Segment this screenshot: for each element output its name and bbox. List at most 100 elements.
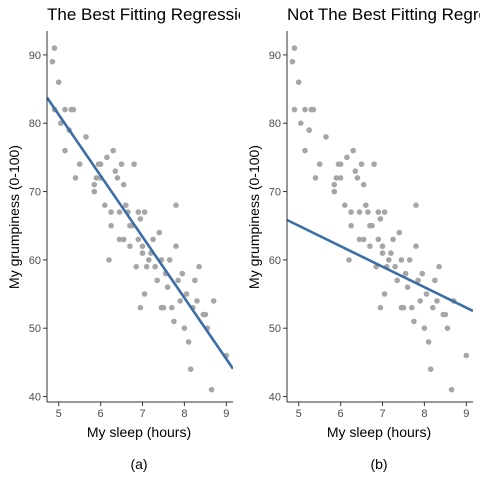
data-point [177, 298, 183, 304]
data-point [154, 278, 160, 284]
data-point [296, 79, 302, 85]
data-point [142, 291, 148, 297]
data-point [92, 182, 98, 188]
data-point [209, 387, 215, 393]
data-point [323, 134, 329, 140]
data-point [338, 175, 344, 181]
data-point [369, 223, 375, 229]
data-point [119, 161, 125, 167]
data-point [338, 161, 344, 167]
data-point [302, 107, 308, 113]
data-point [378, 305, 384, 311]
data-point [123, 202, 129, 208]
data-point [188, 366, 194, 372]
data-point [367, 243, 373, 249]
data-point [430, 305, 436, 311]
data-point [436, 264, 442, 270]
data-point [346, 257, 352, 263]
data-point [292, 45, 298, 51]
regression-line [47, 98, 233, 369]
data-point [140, 250, 146, 256]
data-point [56, 79, 62, 85]
data-point [157, 230, 163, 236]
data-point [348, 209, 354, 215]
data-point [136, 209, 142, 215]
data-point [298, 120, 304, 126]
data-point [194, 298, 200, 304]
data-point [424, 291, 430, 297]
data-point [144, 264, 150, 270]
panel-b: Not The Best Fitting Regression Line 5 6 7… [246, 5, 480, 472]
data-point [196, 264, 202, 270]
x-tick-label: 8 [421, 408, 427, 420]
data-point [62, 148, 68, 154]
data-point [52, 45, 58, 51]
panel-a-title: The Best Fitting Regression Line [47, 5, 294, 24]
data-point [432, 278, 438, 284]
data-point [426, 339, 432, 345]
data-point [182, 325, 188, 331]
data-point [175, 278, 181, 284]
data-point [292, 107, 298, 113]
data-point [386, 257, 392, 263]
data-point [92, 189, 98, 195]
data-point [355, 175, 361, 181]
data-point [110, 148, 116, 154]
data-point [121, 237, 127, 243]
data-point [363, 202, 369, 208]
data-point [332, 182, 338, 188]
data-point [382, 291, 388, 297]
data-point [152, 264, 158, 270]
y-tick-label: 70 [269, 187, 281, 199]
data-point [350, 148, 356, 154]
data-point [388, 250, 394, 256]
data-point [127, 243, 133, 249]
data-point [380, 250, 386, 256]
data-point [306, 127, 312, 133]
data-point [62, 107, 68, 113]
data-point [302, 148, 308, 154]
data-point [133, 264, 139, 270]
y-tick-label: 40 [29, 392, 41, 404]
data-point [378, 216, 384, 222]
data-point [117, 209, 123, 215]
data-point [138, 216, 144, 222]
data-point [140, 243, 146, 249]
data-point [401, 305, 407, 311]
data-point [380, 243, 386, 249]
data-point [161, 305, 167, 311]
data-point [348, 223, 354, 229]
data-point [403, 271, 409, 277]
data-point [173, 202, 179, 208]
panel-b-x-axis-label: My sleep (hours) [327, 424, 431, 440]
x-tick-label: 9 [223, 408, 229, 420]
data-point [422, 325, 428, 331]
panel-a-caption: (a) [130, 456, 147, 472]
data-point [169, 305, 175, 311]
data-point [83, 134, 89, 140]
y-tick-label: 60 [269, 255, 281, 267]
data-point [150, 237, 156, 243]
data-point [77, 161, 83, 167]
data-point [203, 312, 209, 318]
y-tick-label: 70 [29, 187, 41, 199]
data-point [365, 209, 371, 215]
data-point [342, 202, 348, 208]
data-point [121, 182, 127, 188]
x-tick-label: 6 [338, 408, 344, 420]
panel-b-y-axis-label: My grumpiness (0-100) [246, 145, 262, 289]
data-point [131, 161, 137, 167]
panel-b-points [290, 45, 470, 392]
data-point [313, 175, 319, 181]
data-point [332, 189, 338, 195]
data-point [108, 223, 114, 229]
data-point [71, 107, 77, 113]
data-point [192, 278, 198, 284]
y-tick-label: 80 [29, 118, 41, 130]
panel-a-x-axis-label: My sleep (hours) [87, 424, 191, 440]
panel-a-fit-line [47, 98, 233, 369]
data-point [420, 271, 426, 277]
data-point [449, 387, 455, 393]
regression-line [287, 220, 473, 311]
